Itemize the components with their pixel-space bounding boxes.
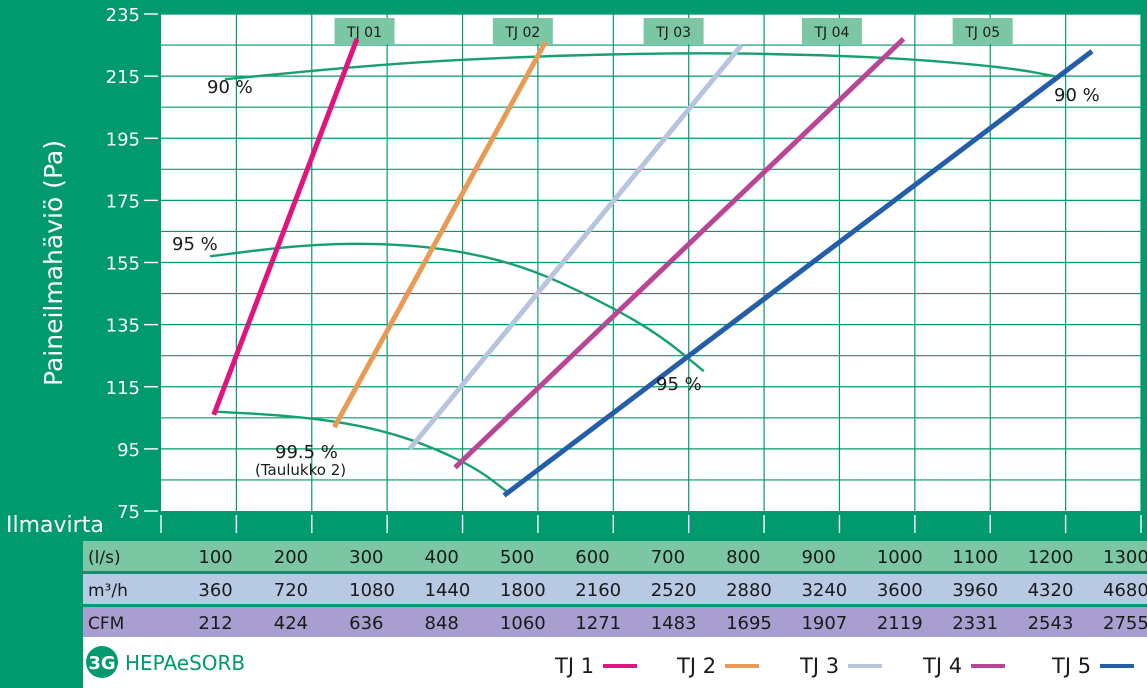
unit-row <box>83 607 1147 637</box>
unit-row-value: 1271 <box>575 613 621 634</box>
unit-row-value: 1100 <box>952 547 998 568</box>
y-tick-label: 155 <box>106 254 140 275</box>
unit-row-value: 1200 <box>1028 547 1074 568</box>
unit-row-value: 600 <box>575 547 609 568</box>
unit-row-value: 424 <box>274 613 308 634</box>
legend-label: TJ 2 <box>676 654 716 678</box>
unit-row-value: 2543 <box>1028 613 1074 634</box>
unit-row-head: m³/h <box>88 581 128 601</box>
unit-row-value: 1695 <box>726 613 772 634</box>
label-995: 99.5 % <box>275 442 338 463</box>
efficiency-curve <box>224 52 1055 81</box>
unit-row-value: 2755 <box>1103 613 1147 634</box>
unit-row-value: 100 <box>198 547 232 568</box>
unit-row-value: 3960 <box>952 580 998 601</box>
efficiency-labels: 90 % 90 % 95 % 95 % 99.5 %(Taulukko 2) <box>172 77 1100 479</box>
y-axis-label: Paineilmahäviö (Pa) <box>39 140 68 386</box>
unit-row-value: 2520 <box>651 580 697 601</box>
unit-row-value: 2331 <box>952 613 998 634</box>
label-95-right: 95 % <box>656 374 702 395</box>
series-line <box>502 49 1094 498</box>
unit-row-value: 4680 <box>1103 580 1147 601</box>
unit-row-value: 900 <box>801 547 835 568</box>
series-line <box>453 37 906 470</box>
y-tick-label: 115 <box>106 378 140 399</box>
legend-label: TJ 1 <box>554 654 594 678</box>
label-90-left: 90 % <box>207 77 253 98</box>
legend-label: TJ 4 <box>922 654 962 678</box>
unit-row-value: 4320 <box>1028 580 1074 601</box>
legend-label: TJ 5 <box>1051 654 1091 678</box>
unit-row-value: 212 <box>198 613 232 634</box>
x-axis <box>160 515 1142 533</box>
legend-label: TJ 3 <box>799 654 839 678</box>
unit-row-head: CFM <box>88 614 124 634</box>
brand-logo-text: 3G <box>88 653 115 674</box>
unit-row-value: 400 <box>425 547 459 568</box>
y-tick-label: 215 <box>106 67 140 88</box>
unit-row-value: 1000 <box>877 547 923 568</box>
unit-row-value: 200 <box>274 547 308 568</box>
unit-row-value: 3240 <box>801 580 847 601</box>
unit-row-value: 700 <box>651 547 685 568</box>
series-line <box>332 40 548 429</box>
legend: TJ 1 TJ 2 TJ 3 TJ 4 TJ 5 <box>554 654 1134 678</box>
x-axis-label: Ilmavirta <box>6 513 104 538</box>
efficiency-curve <box>213 410 509 494</box>
tj-tag-label: TJ 05 <box>964 25 1000 41</box>
y-tick-label: 195 <box>106 129 140 150</box>
tj-tag-box <box>492 18 553 44</box>
series-line <box>407 43 744 451</box>
unit-row-value: 848 <box>425 613 459 634</box>
brand-logo <box>86 646 118 678</box>
y-tick-label: 75 <box>117 502 140 523</box>
y-tick-label: 175 <box>106 191 140 212</box>
label-90-right: 90 % <box>1054 85 1100 106</box>
y-tick-label: 95 <box>117 440 140 461</box>
brand-name: HEPAeSORB <box>125 651 245 675</box>
series-line <box>211 37 360 416</box>
label-95-left: 95 % <box>172 234 218 255</box>
efficiency-curves <box>209 52 1055 494</box>
tj-tag-label: TJ 03 <box>655 25 691 41</box>
unit-row-value: 300 <box>349 547 383 568</box>
unit-row-value: 360 <box>198 580 232 601</box>
unit-row-value: 636 <box>349 613 383 634</box>
unit-row <box>83 541 1147 571</box>
unit-row-value: 2119 <box>877 613 923 634</box>
unit-row-value: 2160 <box>575 580 621 601</box>
unit-row <box>83 574 1147 604</box>
tj-tag-label: TJ 04 <box>813 25 849 41</box>
unit-row-value: 500 <box>500 547 534 568</box>
unit-row-value: 1440 <box>425 580 471 601</box>
tj-tag-label: TJ 02 <box>504 25 540 41</box>
tj-tag-box <box>952 18 1013 44</box>
unit-row-value: 800 <box>726 547 760 568</box>
footer: 3G HEPAeSORB TJ 1 TJ 2 TJ 3 TJ 4 TJ 5 <box>83 637 1147 688</box>
unit-table: (l/s) 100 200 300 400 500 600 700 800 900 1000 1100… <box>83 541 1147 637</box>
unit-row-value: 1483 <box>651 613 697 634</box>
unit-row-value: 2880 <box>726 580 772 601</box>
unit-row-value: 1060 <box>500 613 546 634</box>
y-tick-label: 135 <box>106 316 140 337</box>
unit-row-value: 1800 <box>500 580 546 601</box>
unit-row-value: 1080 <box>349 580 395 601</box>
unit-row-value: 3600 <box>877 580 923 601</box>
tj-tag-label: TJ 01 <box>346 25 382 41</box>
tj-tag-box <box>801 18 862 44</box>
label-995-sub: (Taulukko 2) <box>255 461 346 479</box>
y-axis: 75 95 115 135 155 175 195 215 235 <box>106 5 158 523</box>
efficiency-curve <box>209 242 705 373</box>
footer-bar <box>83 637 1147 688</box>
tj-tag-box <box>643 18 704 44</box>
unit-row-value: 720 <box>274 580 308 601</box>
unit-row-value: 1300 <box>1103 547 1147 568</box>
series-lines <box>211 37 1094 498</box>
unit-row-value: 1907 <box>801 613 847 634</box>
y-tick-label: 235 <box>106 5 140 26</box>
tj-tags: TJ 01 TJ 02 TJ 03 TJ 04 TJ 05 <box>334 18 1013 44</box>
tj-tag-box <box>334 18 395 44</box>
unit-row-head: (l/s) <box>88 548 121 568</box>
